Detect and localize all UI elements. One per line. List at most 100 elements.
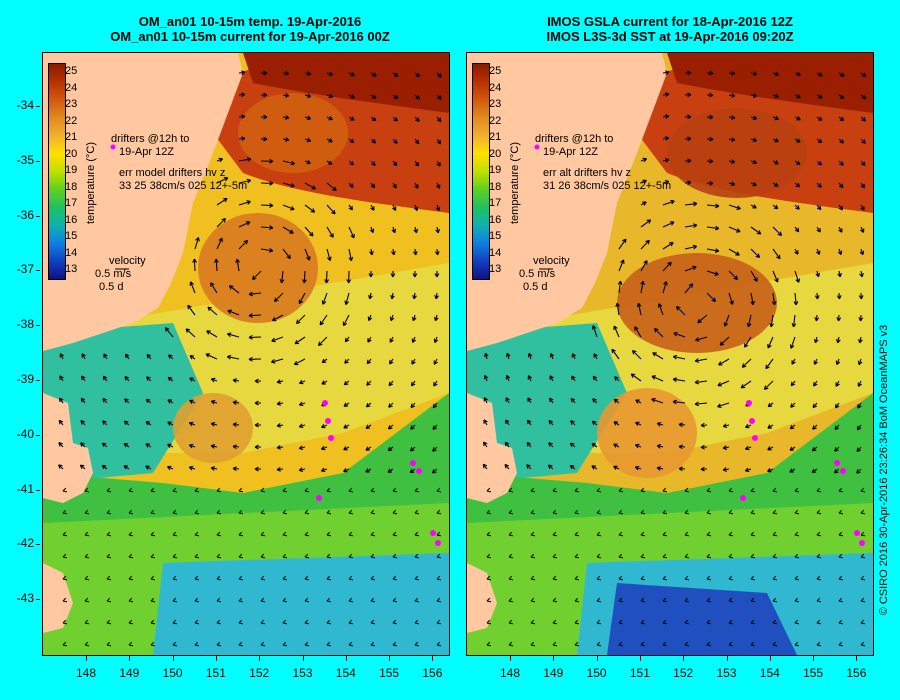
current-arrowhead — [304, 487, 309, 492]
current-arrowhead — [436, 644, 442, 647]
current-arrowhead — [366, 359, 369, 364]
current-arrowhead — [432, 447, 435, 452]
current-arrowhead — [731, 71, 736, 75]
current-arrowhead — [106, 575, 111, 580]
current-arrowhead — [269, 247, 274, 252]
current-arrowhead — [326, 644, 332, 647]
current-arrowhead — [318, 343, 323, 347]
current-arrowhead — [410, 471, 415, 474]
current-arrowhead — [412, 317, 417, 322]
current-arrowhead — [615, 302, 618, 308]
current-arrowhead — [62, 534, 68, 537]
current-arrowhead — [59, 419, 64, 423]
current-arrowhead — [715, 203, 720, 207]
current-arrowhead — [640, 600, 646, 603]
current-arrowhead — [530, 556, 536, 559]
current-arrowhead — [813, 338, 816, 343]
current-arrowhead — [124, 420, 129, 423]
current-arrowhead — [838, 556, 844, 559]
current-arrowhead — [232, 466, 237, 469]
current-arrowhead — [260, 622, 266, 625]
left-colorbar — [48, 63, 66, 280]
current-arrowhead — [552, 512, 558, 515]
current-arrowhead — [767, 402, 771, 407]
current-arrowhead — [189, 422, 193, 427]
current-arrowhead — [706, 622, 712, 625]
current-arrowhead — [656, 467, 661, 471]
current-arrowhead — [414, 534, 420, 537]
current-arrowhead — [728, 487, 733, 492]
current-arrowhead — [530, 531, 535, 536]
current-arrowhead — [750, 600, 756, 603]
current-arrowhead — [150, 556, 156, 559]
current-arrowhead — [168, 354, 173, 357]
current-arrowhead — [640, 490, 645, 493]
current-arrowhead — [530, 597, 535, 602]
current-arrowhead — [189, 443, 194, 446]
current-arrowhead — [750, 556, 756, 559]
current-arrowhead — [618, 600, 624, 603]
current-arrowhead — [656, 445, 661, 449]
current-arrowhead — [789, 424, 793, 429]
current-arrowhead — [124, 375, 129, 379]
current-arrowhead — [415, 251, 418, 256]
current-arrowhead — [254, 468, 259, 472]
current-arrowhead — [574, 600, 580, 603]
current-arrow — [706, 204, 719, 207]
current-arrowhead — [684, 619, 689, 624]
current-arrowhead — [486, 553, 491, 558]
current-arrowhead — [730, 161, 736, 164]
current-arrowhead — [370, 644, 376, 647]
current-arrowhead — [652, 352, 656, 357]
current-arrowhead — [412, 273, 416, 278]
current-arrowhead — [410, 425, 413, 430]
current-arrowhead — [735, 275, 739, 280]
current-arrowhead — [413, 207, 418, 211]
current-arrow — [303, 270, 306, 284]
drifter-legend-marker — [534, 144, 540, 150]
current-arrowhead — [767, 345, 772, 349]
current-arrowhead — [640, 556, 646, 559]
current-arrowhead — [709, 136, 714, 140]
current-arrowhead — [709, 94, 714, 98]
lon-tick-label: 155 — [374, 656, 404, 680]
current-arrowhead — [618, 490, 623, 493]
current-arrowhead — [414, 644, 420, 647]
current-arrowhead — [728, 644, 734, 647]
current-arrowhead — [662, 553, 667, 558]
current-arrow — [271, 336, 284, 342]
current-arrowhead — [694, 403, 699, 407]
current-arrowhead — [706, 641, 711, 646]
current-arrowhead — [437, 251, 440, 256]
current-arrowhead — [618, 641, 623, 646]
land-island — [467, 393, 517, 503]
current-arrowhead — [684, 575, 689, 580]
current-arrowhead — [291, 183, 295, 187]
current-arrowhead — [856, 449, 861, 453]
current-arrowhead — [254, 402, 259, 406]
lat-tick-label: -34 — [16, 98, 41, 112]
current-arrowhead — [552, 578, 558, 581]
current-arrowhead — [434, 339, 439, 344]
current-arrowhead — [165, 327, 170, 330]
current-arrowhead — [774, 96, 779, 99]
left-err-values: 33 25 38cm/s 025 12+-5m — [119, 180, 248, 192]
current-arrowhead — [530, 534, 536, 537]
current-arrowhead — [765, 364, 767, 369]
current-arrowhead — [326, 619, 331, 624]
current-arrowhead — [570, 420, 573, 425]
current-arrowhead — [574, 578, 580, 581]
current-arrowhead — [304, 597, 309, 602]
current-arrowhead — [271, 316, 276, 321]
current-arrowhead — [672, 378, 677, 383]
current-arrowhead — [373, 116, 377, 121]
current-arrowhead — [839, 119, 844, 122]
current-arrowhead — [772, 487, 777, 492]
current-arrowhead — [797, 182, 801, 188]
current-arrowhead — [304, 490, 310, 493]
current-arrowhead — [647, 240, 650, 245]
current-arrowhead — [295, 319, 299, 324]
current-arrowhead — [614, 376, 619, 379]
eddy — [667, 108, 807, 198]
current-arrow — [229, 285, 240, 294]
